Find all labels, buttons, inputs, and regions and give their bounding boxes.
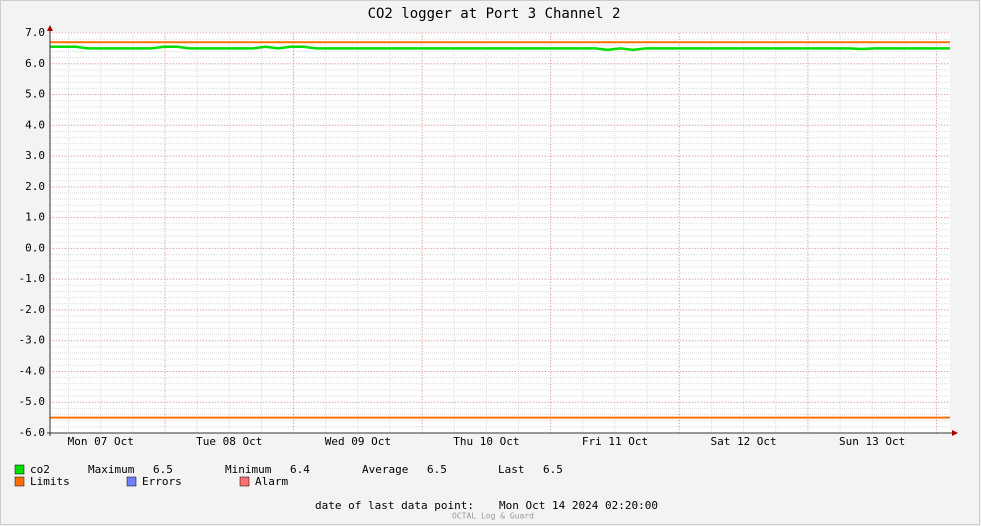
credit: OCTAL Log & Guard <box>452 512 534 521</box>
y-tick-label: -6.0 <box>19 426 46 439</box>
y-tick-label: -4.0 <box>19 364 46 377</box>
y-tick-label: -3.0 <box>19 334 46 347</box>
y-tick-label: 7.0 <box>25 26 45 39</box>
stat-value: 6.5 <box>543 463 563 476</box>
x-tick-label: Sun 13 Oct <box>839 435 905 448</box>
stat-value: 6.5 <box>153 463 173 476</box>
stat-value: 6.5 <box>427 463 447 476</box>
stat-label: Minimum <box>225 463 272 476</box>
legend-swatch <box>239 476 250 487</box>
y-tick-label: 2.0 <box>25 180 45 193</box>
x-arrow <box>952 430 958 436</box>
legend-swatch <box>14 464 25 475</box>
chart-title: CO2 logger at Port 3 Channel 2 <box>368 6 621 22</box>
y-tick-label: 1.0 <box>25 211 45 224</box>
x-tick-label: Sat 12 Oct <box>710 435 776 448</box>
y-tick-label: -5.0 <box>19 395 46 408</box>
y-tick-label: 3.0 <box>25 149 45 162</box>
x-tick-label: Tue 08 Oct <box>196 435 262 448</box>
stat-value: 6.4 <box>290 463 310 476</box>
stat-label: Last <box>498 463 525 476</box>
x-tick-label: Wed 09 Oct <box>325 435 391 448</box>
footer-date: Mon Oct 14 2024 02:20:00 <box>499 499 658 512</box>
legend-label: Errors <box>142 475 182 488</box>
legend-label: co2 <box>30 463 50 476</box>
y-tick-label: -2.0 <box>19 303 46 316</box>
x-tick-label: Fri 11 Oct <box>582 435 648 448</box>
x-tick-label: Thu 10 Oct <box>453 435 519 448</box>
x-tick-label: Mon 07 Oct <box>68 435 134 448</box>
legend-swatch <box>126 476 137 487</box>
legend-label: Alarm <box>255 475 288 488</box>
y-tick-label: 6.0 <box>25 57 45 70</box>
legend-label: Limits <box>30 475 70 488</box>
y-arrow <box>47 25 53 31</box>
stat-label: Maximum <box>88 463 135 476</box>
y-tick-label: 5.0 <box>25 88 45 101</box>
series-line <box>50 45 950 52</box>
y-tick-label: -1.0 <box>19 272 46 285</box>
stat-label: Average <box>362 463 408 476</box>
footer-label: date of last data point: <box>315 499 474 512</box>
y-tick-label: 0.0 <box>25 241 45 254</box>
y-tick-label: 4.0 <box>25 118 45 131</box>
legend-swatch <box>14 476 25 487</box>
plot-area <box>50 33 950 433</box>
